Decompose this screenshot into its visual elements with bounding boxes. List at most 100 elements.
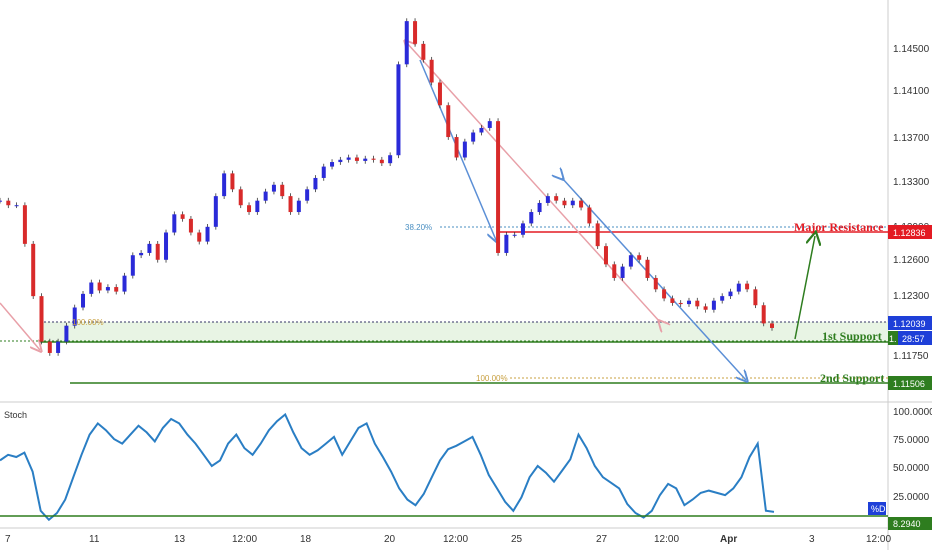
candle-body — [579, 200, 584, 208]
candle-body — [512, 234, 517, 236]
candle-body — [72, 307, 77, 326]
candle-body — [305, 189, 310, 201]
candle-body — [703, 306, 708, 310]
candle-body — [321, 166, 326, 178]
candle-body — [288, 196, 293, 213]
time-tick: Apr — [720, 534, 737, 545]
badge-current-price-text: 1.12039 — [893, 319, 926, 329]
candle-body — [504, 234, 509, 253]
time-tick: 11 — [89, 534, 100, 545]
candle-body — [653, 277, 658, 290]
candle-body — [263, 191, 268, 201]
support-zone — [40, 322, 888, 342]
candle-body — [172, 214, 177, 233]
candle-body — [429, 59, 434, 83]
stoch-title: Stoch — [4, 410, 27, 420]
time-tick: 12:00 — [443, 534, 468, 545]
candle-body — [0, 200, 2, 202]
candle-body — [388, 155, 393, 164]
candle-body — [645, 259, 650, 278]
candle-body — [122, 275, 127, 292]
candle-body — [446, 105, 451, 138]
candle-body — [197, 232, 202, 242]
candle-body — [736, 283, 741, 292]
candle-body — [520, 223, 525, 235]
time-tick: 25 — [511, 534, 523, 545]
major-resistance-label: Major Resistance — [794, 220, 884, 234]
fib-100-upper-label: 100.00% — [72, 318, 104, 327]
candle-body — [587, 207, 592, 224]
candle-body — [454, 137, 459, 158]
candle-body — [562, 200, 567, 206]
price-tick: 1.13300 — [893, 177, 930, 188]
second-support-label: 2nd Support — [820, 371, 884, 385]
price-tick: 1.13700 — [893, 133, 930, 144]
candle-body — [139, 252, 144, 256]
candle-body — [662, 289, 667, 299]
candle-body — [238, 189, 243, 206]
candle-body — [363, 158, 368, 161]
candle-body — [753, 289, 758, 306]
stoch-badge-value-text: 8.2940 — [893, 519, 921, 529]
time-tick: 27 — [596, 534, 608, 545]
time-tick: 7 — [5, 534, 11, 545]
candle-body — [678, 302, 683, 305]
candle-body — [496, 121, 501, 253]
candle-body — [81, 293, 86, 308]
time-tick: 12:00 — [232, 534, 257, 545]
candle-body — [47, 341, 52, 353]
candle-body — [188, 218, 193, 233]
candle-body — [22, 205, 27, 244]
candle-body — [280, 184, 285, 197]
candle-body — [97, 282, 102, 291]
candle-body — [205, 226, 210, 242]
badge-resistance-text: 1.12836 — [893, 228, 926, 238]
price-tick: 1.14500 — [893, 44, 930, 55]
candle-body — [413, 21, 418, 44]
price-candles — [0, 18, 774, 356]
candle-body — [554, 196, 559, 201]
candle-body — [346, 157, 351, 160]
pink-arrow-left — [0, 302, 40, 350]
candle-body — [686, 300, 691, 305]
green-arrow-up — [794, 236, 815, 340]
candle-body — [371, 158, 376, 160]
candle-body — [271, 184, 276, 192]
candle-body — [603, 246, 608, 265]
candle-body — [695, 300, 700, 307]
candle-body — [114, 287, 119, 292]
time-tick: 3 — [809, 534, 815, 545]
stoch-badge-d-text: %D — [871, 504, 886, 514]
candle-body — [180, 214, 185, 219]
candle-body — [529, 212, 534, 224]
candle-body — [761, 305, 766, 324]
candle-body — [670, 298, 675, 303]
price-tick: 1.12600 — [893, 255, 930, 266]
candle-body — [354, 157, 359, 161]
time-tick: 13 — [174, 534, 186, 545]
badge-support1-text: 1. — [889, 334, 897, 344]
time-tick: 20 — [384, 534, 396, 545]
candle-body — [296, 200, 301, 213]
stoch-badge-d — [868, 502, 886, 515]
candle-body — [421, 43, 426, 60]
candle-body — [711, 300, 716, 310]
candle-body — [39, 296, 44, 342]
candle-body — [570, 200, 575, 206]
candle-body — [471, 132, 476, 142]
badge-timer — [898, 331, 932, 345]
candle-body — [396, 64, 401, 156]
price-tick: 1.11750 — [893, 351, 929, 362]
candle-body — [164, 232, 169, 260]
candle-body — [6, 200, 11, 206]
candle-body — [14, 205, 19, 207]
candle-body — [147, 243, 152, 253]
stoch-tick: 75.0000 — [893, 435, 930, 446]
candle-body — [64, 325, 69, 342]
candle-body — [770, 323, 774, 328]
candle-body — [612, 264, 617, 278]
candle-body — [404, 21, 409, 65]
candle-body — [255, 200, 260, 213]
candle-body — [545, 196, 550, 203]
